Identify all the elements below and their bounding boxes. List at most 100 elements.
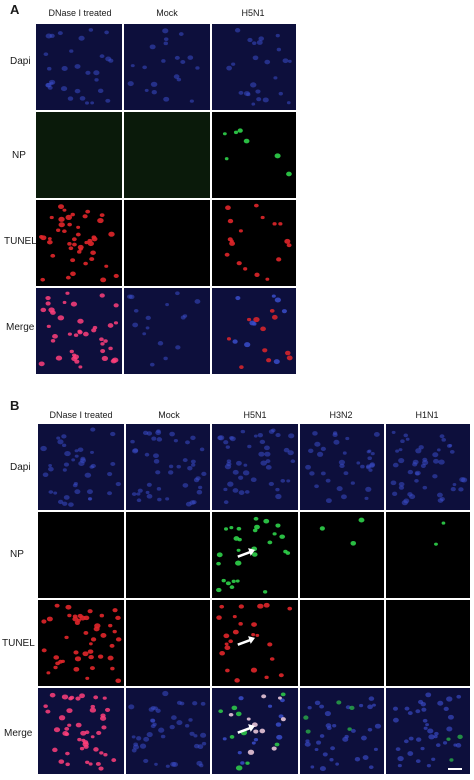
nucleus [41, 648, 47, 653]
micrograph [38, 688, 124, 774]
nucleus [151, 436, 157, 441]
nucleus [364, 496, 369, 501]
nucleus [40, 277, 46, 282]
nucleus [319, 704, 325, 709]
nucleus [261, 694, 267, 699]
nucleus [232, 614, 237, 619]
nucleus [265, 277, 270, 281]
nucleus [305, 739, 310, 743]
micrograph [36, 200, 122, 286]
nucleus [187, 465, 193, 471]
nucleus [128, 704, 135, 710]
nucleus [73, 333, 79, 337]
nucleus [157, 341, 164, 346]
nucleus [74, 454, 79, 458]
nucleus [446, 726, 453, 732]
nucleus [64, 732, 70, 737]
nucleus [88, 28, 94, 32]
nucleus [392, 706, 399, 711]
nucleus [132, 322, 139, 328]
nucleus [457, 734, 463, 740]
nucleus [152, 722, 157, 727]
nucleus [62, 501, 68, 506]
nucleus [99, 293, 105, 298]
micrograph-background [38, 424, 124, 510]
nucleus [227, 481, 234, 487]
tile-a-np-dnase [36, 112, 122, 198]
nucleus [265, 465, 272, 470]
nucleus [350, 728, 356, 733]
nucleus [60, 86, 68, 92]
nucleus [67, 723, 72, 727]
nucleus [370, 451, 375, 456]
nucleus [242, 470, 250, 476]
nucleus [69, 349, 74, 354]
nucleus [314, 700, 321, 706]
nucleus [78, 247, 83, 251]
nucleus [257, 433, 263, 438]
nucleus [223, 440, 229, 445]
nucleus [61, 65, 68, 71]
nucleus [43, 52, 49, 56]
tile-a-merge-dnase [36, 288, 122, 374]
nucleus [84, 472, 92, 478]
nucleus [99, 337, 104, 342]
nucleus [260, 326, 266, 332]
nucleus [439, 434, 445, 439]
nucleus [48, 466, 54, 472]
nucleus [271, 746, 277, 751]
nucleus [235, 460, 242, 466]
nucleus [260, 215, 265, 220]
micrograph-background [212, 24, 296, 110]
nucleus [425, 692, 432, 698]
nucleus [421, 707, 427, 712]
nucleus [86, 489, 93, 495]
nucleus [198, 485, 203, 490]
nucleus [113, 321, 119, 325]
nucleus [452, 482, 457, 487]
nucleus [223, 633, 230, 639]
nucleus [162, 690, 169, 697]
micrograph [124, 112, 210, 198]
nucleus [74, 656, 82, 662]
nucleus [96, 730, 102, 736]
nucleus [71, 237, 77, 242]
nucleus [175, 291, 180, 296]
nucleus [57, 499, 64, 505]
nucleus [74, 489, 81, 495]
nucleus [286, 171, 292, 177]
nucleus [217, 435, 225, 441]
nucleus [64, 726, 70, 731]
nucleus [63, 495, 70, 500]
nucleus [162, 28, 169, 34]
nucleus [77, 330, 83, 335]
nucleus [280, 698, 285, 703]
nucleus [62, 300, 67, 304]
tile-b-merge-h1n1 [386, 688, 470, 774]
nucleus [267, 704, 273, 708]
nucleus [143, 758, 149, 763]
nucleus [66, 708, 73, 714]
nucleus [70, 301, 78, 307]
nucleus [286, 479, 291, 483]
micrograph-background [38, 688, 124, 774]
nucleus [225, 581, 231, 586]
nucleus [365, 486, 372, 492]
micrograph [212, 24, 296, 110]
nucleus [260, 460, 267, 466]
nucleus [286, 355, 293, 361]
nucleus [287, 606, 293, 611]
nucleus [73, 666, 80, 672]
nucleus [224, 645, 231, 651]
nucleus [414, 478, 419, 483]
nucleus [349, 705, 355, 711]
tile-b-tunel-h1n1 [386, 600, 470, 686]
nucleus [89, 666, 95, 671]
tile-b-tunel-mock [126, 600, 210, 686]
nucleus [52, 334, 58, 339]
nucleus [456, 694, 462, 699]
nucleus [305, 729, 311, 734]
nucleus [72, 242, 77, 247]
nucleus [409, 494, 416, 500]
nucleus [447, 714, 454, 720]
